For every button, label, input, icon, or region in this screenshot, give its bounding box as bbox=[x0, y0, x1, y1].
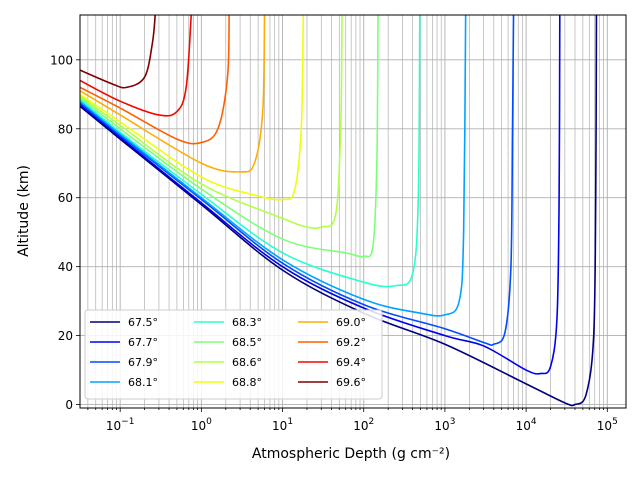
series-line-11 bbox=[80, 15, 156, 89]
series-line-9 bbox=[80, 15, 230, 145]
x-tick-label: 103 bbox=[434, 417, 455, 433]
legend-label: 69.6° bbox=[336, 376, 366, 389]
legend-label: 68.8° bbox=[232, 376, 262, 389]
series-line-3 bbox=[80, 15, 467, 317]
x-tick-label: 100 bbox=[191, 417, 212, 433]
y-tick-label: 0 bbox=[65, 398, 73, 412]
y-tick-label: 60 bbox=[58, 191, 73, 205]
x-tick-label: 102 bbox=[353, 417, 374, 433]
legend-label: 69.4° bbox=[336, 356, 366, 369]
y-tick-label: 80 bbox=[58, 122, 73, 136]
plot-frame bbox=[79, 14, 627, 409]
series-line-1 bbox=[80, 15, 561, 375]
y-tick-label: 20 bbox=[58, 329, 73, 343]
legend-box bbox=[84, 309, 383, 400]
x-axis-title: Atmospheric Depth (g cm⁻²) bbox=[252, 446, 450, 462]
legend-label: 67.9° bbox=[128, 356, 158, 369]
series-line-2 bbox=[80, 15, 515, 346]
y-tick-label: 100 bbox=[50, 53, 73, 67]
legend-label: 67.7° bbox=[128, 336, 158, 349]
legend: 67.5° 67.7° 67.9° 68.1° 68.3° 68.5° 68.6° 68.8°… bbox=[84, 309, 383, 400]
x-tick-label: 10−1 bbox=[106, 417, 135, 433]
series-line-4 bbox=[80, 15, 421, 288]
legend-label: 69.2° bbox=[336, 336, 366, 349]
series-line-0 bbox=[80, 15, 598, 407]
series-line-8 bbox=[80, 15, 266, 173]
x-tick-label: 104 bbox=[516, 417, 537, 433]
legend-label: 67.5° bbox=[128, 316, 158, 329]
series-layer bbox=[80, 15, 598, 407]
legend-label: 69.0° bbox=[336, 316, 366, 329]
series-line-7 bbox=[80, 15, 305, 201]
series-line-5 bbox=[80, 15, 379, 258]
legend-label: 68.6° bbox=[232, 356, 262, 369]
series-line-10 bbox=[80, 15, 193, 117]
x-tick-label: 101 bbox=[272, 417, 293, 433]
legend-label: 68.5° bbox=[232, 336, 262, 349]
legend-label: 68.1° bbox=[128, 376, 158, 389]
y-axis-title: Altitude (km) bbox=[16, 165, 32, 257]
legend-label: 68.3° bbox=[232, 316, 262, 329]
y-tick-label: 40 bbox=[58, 260, 73, 274]
ticks-layer: 0 20 40 60 80 100 10−1 100 101 102 103 104 105 bbox=[50, 53, 618, 433]
x-tick-label: 105 bbox=[597, 417, 618, 433]
series-line-6 bbox=[80, 15, 343, 230]
